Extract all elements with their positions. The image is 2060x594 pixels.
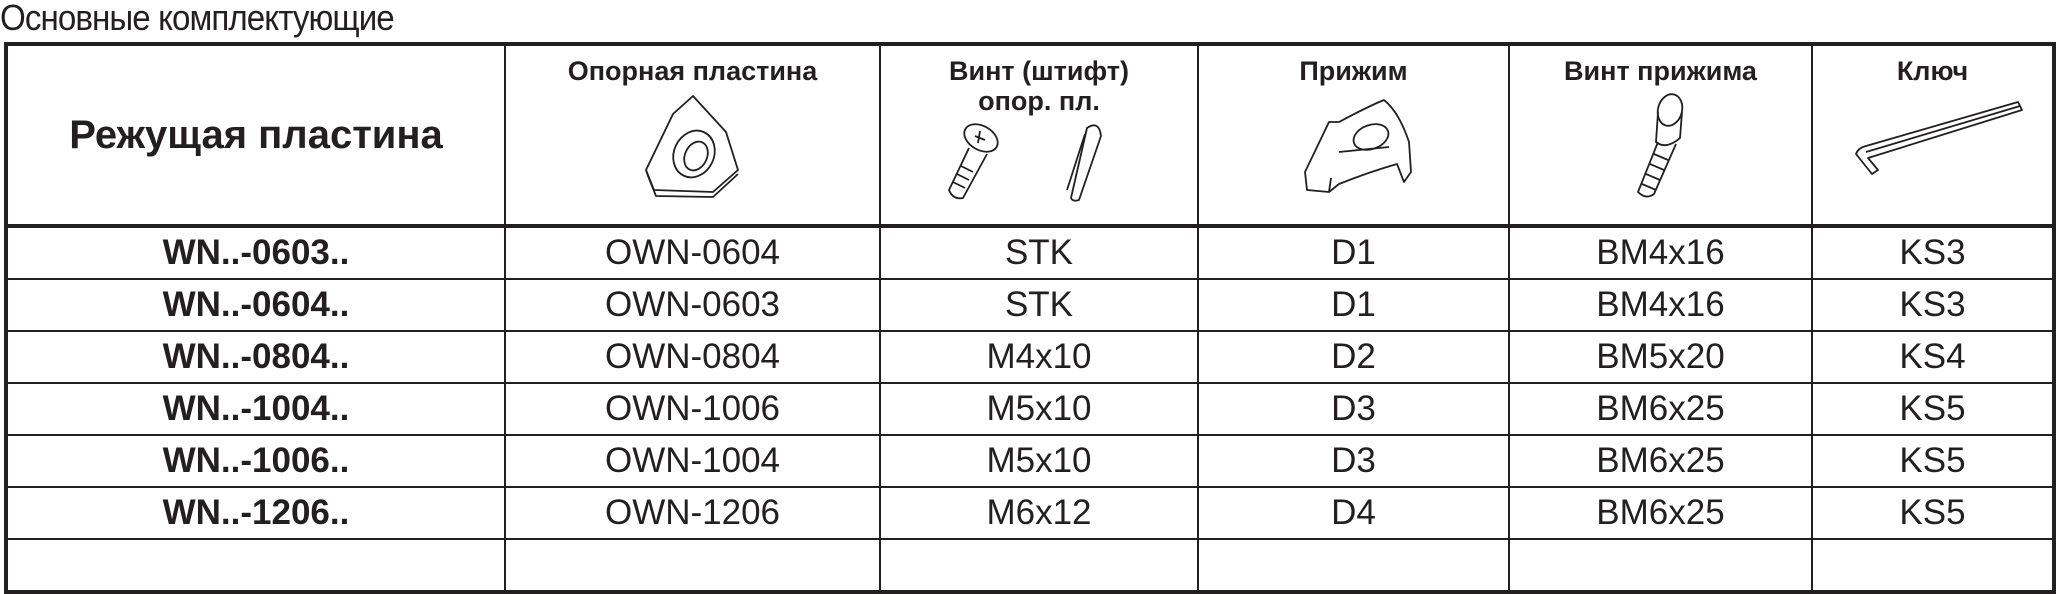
- cell-key: [1811, 538, 2055, 593]
- cell-clamp: D1: [1197, 225, 1510, 280]
- header-label: Прижим: [1299, 56, 1408, 86]
- hex-key-icon: [1854, 101, 2023, 175]
- cell-support-plate: OWN-0804: [504, 330, 881, 384]
- cell-screw-pin: STK: [879, 278, 1199, 332]
- header-cutting-insert: Режущая пластина: [5, 43, 506, 227]
- cell-screw-pin: STK: [879, 225, 1199, 280]
- cell-clamp-screw: BM6x25: [1508, 486, 1813, 540]
- clamp-icon: [1303, 99, 1412, 193]
- table-row: [5, 538, 2055, 593]
- cell-screw-pin: M5x10: [879, 434, 1199, 488]
- screw-and-pin-icon: [948, 123, 1102, 202]
- cell-cutting-insert: WN..-1206..: [5, 486, 506, 540]
- header-label: Ключ: [1896, 56, 1969, 86]
- cell-cutting-insert: WN..-1004..: [5, 382, 506, 436]
- cell-key: KS5: [1811, 486, 2055, 540]
- header-screw-pin: Винт (штифт) опор. пл.: [879, 43, 1199, 227]
- cell-clamp: D4: [1197, 486, 1510, 540]
- table-row: WN..-1006.. OWN-1004 M5x10 D3 BM6x25 KS5: [5, 434, 2055, 488]
- cell-clamp: [1197, 538, 1510, 593]
- cell-cutting-insert: WN..-0603..: [5, 225, 506, 280]
- cell-key: KS4: [1811, 330, 2055, 384]
- header-clamp-screw: Винт прижима: [1508, 43, 1813, 227]
- table-row: WN..-0804.. OWN-0804 M4x10 D2 BM5x20 KS4: [5, 330, 2055, 384]
- cell-clamp-screw: BM6x25: [1508, 434, 1813, 488]
- support-plate-icon: [644, 95, 739, 198]
- cell-screw-pin: [879, 538, 1199, 593]
- table-row: WN..-0604.. OWN-0603 STK D1 BM4x16 KS3: [5, 278, 2055, 332]
- cell-cutting-insert: WN..-1006..: [5, 434, 506, 488]
- header-support-plate: Опорная пластина: [504, 43, 881, 227]
- header-key: Ключ: [1811, 43, 2055, 227]
- cell-support-plate: OWN-1206: [504, 486, 881, 540]
- table-row: WN..-1206.. OWN-1206 M6x12 D4 BM6x25 KS5: [5, 486, 2055, 540]
- cell-clamp: D1: [1197, 278, 1510, 332]
- cell-clamp: D2: [1197, 330, 1510, 384]
- cell-clamp-screw: BM4x16: [1508, 225, 1813, 280]
- cell-screw-pin: M6x12: [879, 486, 1199, 540]
- cell-clamp-screw: BM5x20: [1508, 330, 1813, 384]
- header-label: Опорная пластина: [567, 56, 818, 86]
- cell-support-plate: OWN-1006: [504, 382, 881, 436]
- section-title: Основные комплектующие: [0, 0, 395, 38]
- cell-screw-pin: M5x10: [879, 382, 1199, 436]
- cell-support-plate: OWN-0604: [504, 225, 881, 280]
- table-row: WN..-0603.. OWN-0604 STK D1 BM4x16 KS3: [5, 225, 2055, 280]
- cell-cutting-insert: WN..-0804..: [5, 330, 506, 384]
- cell-clamp-screw: [1508, 538, 1813, 593]
- clamp-screw-icon: [1636, 93, 1683, 198]
- header-clamp: Прижим: [1197, 43, 1510, 227]
- cell-support-plate: OWN-0603: [504, 278, 881, 332]
- cell-key: KS3: [1811, 225, 2055, 280]
- cell-cutting-insert: WN..-0604..: [5, 278, 506, 332]
- cell-clamp-screw: BM4x16: [1508, 278, 1813, 332]
- cell-cutting-insert: [5, 538, 506, 593]
- header-row: Режущая пластина Опорная пластина Винт (…: [5, 43, 2055, 227]
- cell-key: KS5: [1811, 434, 2055, 488]
- cell-clamp: D3: [1197, 434, 1510, 488]
- cell-screw-pin: M4x10: [879, 330, 1199, 384]
- header-label: Винт (штифт) опор. пл.: [949, 56, 1129, 116]
- cell-clamp: D3: [1197, 382, 1510, 436]
- header-label: Винт прижима: [1564, 56, 1757, 86]
- cell-support-plate: [504, 538, 881, 593]
- components-table: Режущая пластина Опорная пластина Винт (…: [4, 42, 2056, 594]
- cell-clamp-screw: BM6x25: [1508, 382, 1813, 436]
- cell-key: KS5: [1811, 382, 2055, 436]
- cell-support-plate: OWN-1004: [504, 434, 881, 488]
- cell-key: KS3: [1811, 278, 2055, 332]
- table-row: WN..-1004.. OWN-1006 M5x10 D3 BM6x25 KS5: [5, 382, 2055, 436]
